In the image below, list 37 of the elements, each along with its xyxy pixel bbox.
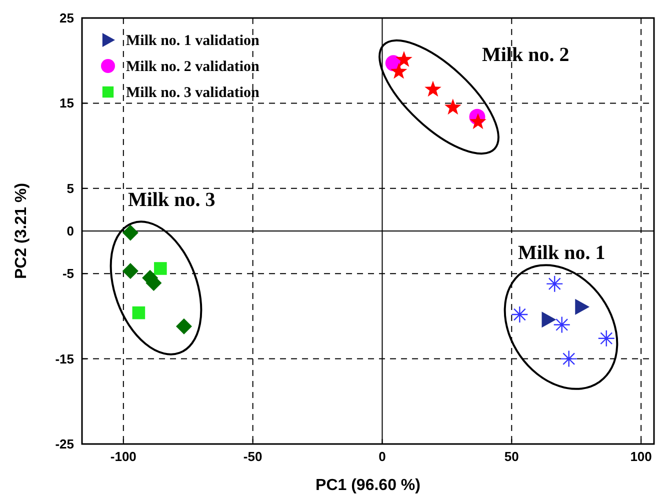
- x-tick-label: 0: [378, 449, 386, 464]
- point: [154, 262, 167, 275]
- y-tick-label: -25: [55, 436, 74, 452]
- point: [560, 350, 578, 368]
- x-tick-label: -100: [110, 449, 136, 464]
- point: [176, 318, 192, 334]
- point: [511, 306, 528, 324]
- annotation: Milk no. 2: [482, 44, 570, 66]
- y-tick-label: 25: [60, 10, 74, 26]
- point: [424, 80, 442, 97]
- point: [396, 50, 412, 67]
- point: [598, 330, 615, 347]
- point: [132, 306, 146, 320]
- y-tick-label: -15: [55, 351, 74, 366]
- legend-label: Milk no. 2 validation: [126, 59, 260, 75]
- x-axis-title: PC1 (96.60 %): [316, 477, 420, 494]
- y-tick-label: 15: [60, 96, 74, 111]
- y-axis-title: PC2 (3.21 %): [13, 182, 30, 280]
- point: [546, 275, 564, 292]
- y-tick-label: 0: [66, 224, 74, 238]
- x-tick-label: -50: [243, 449, 262, 464]
- point: [122, 224, 138, 241]
- legend-label: Milk no. 1 validation: [126, 33, 260, 49]
- x-tick-label: 100: [630, 449, 652, 464]
- x-tick-label: 50: [504, 449, 519, 464]
- point: [444, 98, 462, 115]
- point: [575, 298, 590, 315]
- point: [470, 113, 486, 130]
- annotation: Milk no. 3: [128, 189, 216, 211]
- annotation: Milk no. 1: [518, 242, 606, 264]
- y-tick-label: -5: [62, 266, 74, 282]
- point: [122, 263, 138, 280]
- y-tick-label: 5: [66, 180, 74, 196]
- point: [390, 62, 408, 79]
- point: [553, 316, 570, 334]
- point: [542, 312, 556, 328]
- legend-label: Milk no. 3 validation: [126, 85, 260, 101]
